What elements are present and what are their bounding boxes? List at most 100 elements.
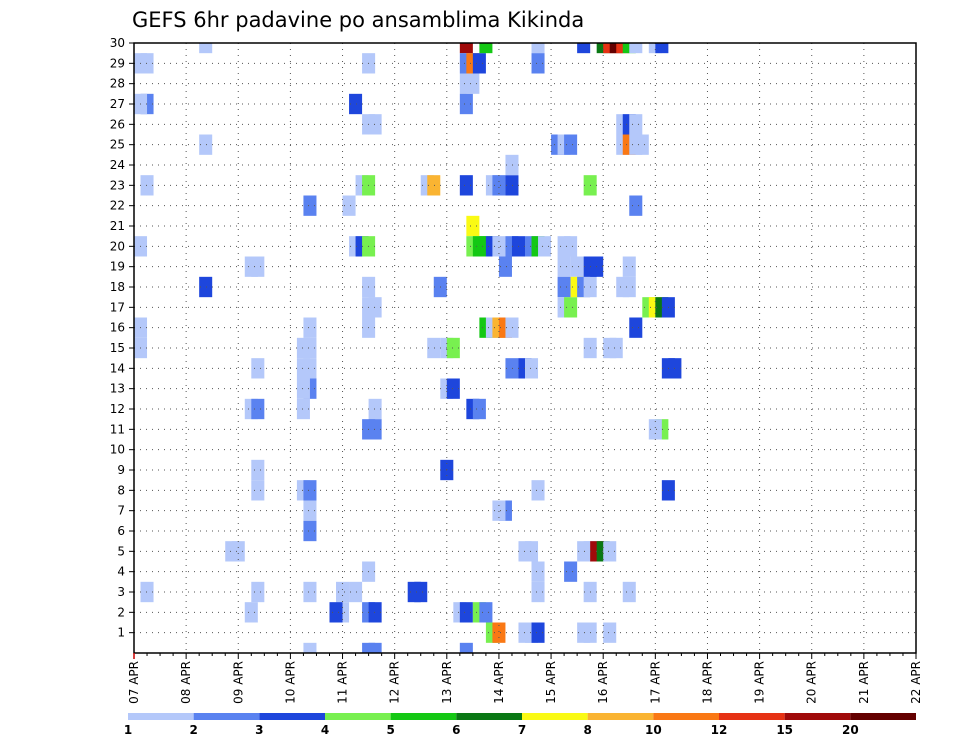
y-tick-label: 20 (110, 239, 125, 253)
heatmap-cell (622, 581, 636, 603)
heatmap-cell (446, 378, 460, 399)
x-tick-label: 15 APR (544, 661, 558, 704)
heatmap-cell (564, 134, 578, 155)
heatmap-cell (531, 53, 545, 74)
chart-title: GEFS 6hr padavine po ansamblima Kikinda (132, 8, 584, 32)
heatmap-cell (622, 256, 636, 277)
heatmap-cell (492, 622, 506, 643)
y-tick-label: 9 (117, 463, 125, 477)
y-axis: 1234567891011121314151617181920212223242… (110, 36, 134, 640)
heatmap-cell (570, 256, 584, 277)
y-tick-label: 10 (110, 443, 125, 457)
colorbar-swatch (784, 713, 851, 720)
x-tick-label: 17 APR (648, 661, 662, 704)
x-tick-label: 16 APR (596, 661, 610, 704)
heatmap-cell (140, 175, 154, 196)
heatmap-cell (472, 53, 486, 74)
heatmap-cell (472, 398, 486, 420)
heatmap-cell (459, 175, 473, 196)
y-tick-label: 7 (117, 504, 125, 518)
y-tick-label: 22 (110, 199, 125, 213)
heatmap-cell (349, 581, 363, 603)
heatmap-cell (231, 541, 245, 562)
colorbar-label: 10 (645, 723, 662, 737)
heatmap-cell (427, 337, 441, 359)
y-tick-label: 14 (110, 361, 125, 375)
colorbar-label: 20 (842, 723, 859, 737)
heatmap-cell (140, 581, 154, 603)
heatmap-cell (531, 480, 545, 501)
x-tick-label: 21 APR (857, 661, 871, 704)
colorbar-swatch (653, 713, 719, 720)
colorbar-swatch (587, 713, 654, 720)
x-tick-label: 12 APR (388, 661, 402, 704)
heatmap-cell (303, 642, 317, 653)
x-tick-label: 07 APR (127, 661, 141, 704)
y-tick-label: 3 (117, 585, 125, 599)
colorbar-label: 2 (189, 723, 197, 737)
colorbar-label: 7 (518, 723, 526, 737)
y-tick-label: 21 (110, 219, 125, 233)
heatmap-cell (635, 134, 649, 155)
y-tick-label: 18 (110, 280, 125, 294)
heatmap-cell (531, 561, 545, 582)
heatmap-cell (603, 622, 617, 643)
heatmap-cell (505, 175, 519, 196)
y-tick-label: 12 (110, 402, 125, 416)
heatmap-cell (655, 43, 669, 54)
heatmap-cell (525, 541, 539, 562)
y-tick-label: 25 (110, 138, 125, 152)
heatmap-cell (303, 480, 317, 501)
y-tick-label: 5 (117, 544, 125, 558)
y-tick-label: 27 (110, 97, 125, 111)
heatmap-cell (303, 500, 317, 521)
heatmap-cell (505, 358, 519, 379)
colorbar-swatch (850, 713, 916, 720)
heatmap-cell (336, 581, 350, 603)
heatmap-cell (199, 43, 213, 54)
heatmap-cell (629, 195, 643, 216)
heatmap-cell (629, 43, 643, 54)
y-tick-label: 15 (110, 341, 125, 355)
y-tick-label: 26 (110, 117, 125, 131)
heatmap-cell (251, 358, 265, 379)
heatmap-cell (479, 43, 493, 54)
heatmap-cell (244, 602, 258, 623)
y-tick-label: 24 (110, 158, 125, 172)
heatmap-cell (479, 602, 493, 623)
x-tick-label: 20 APR (805, 661, 819, 704)
heatmap-cell (492, 236, 506, 257)
colorbar-swatch (719, 713, 785, 720)
colorbar-label: 3 (255, 723, 263, 737)
heatmap-cell (303, 358, 317, 379)
colorbar-swatch (259, 713, 325, 720)
heatmap-cell (466, 215, 480, 237)
x-axis: 07 APR 08 APR 09 APR 10 APR 11 APR 12 APR 13 A… (127, 653, 923, 704)
y-tick-label: 23 (110, 178, 125, 192)
heatmap-cell (368, 114, 382, 135)
heatmap-cell (577, 43, 591, 54)
heatmap-cell (199, 276, 213, 298)
grid-lines (134, 43, 916, 653)
heatmap-cell (459, 43, 473, 54)
colorbar-label: 5 (386, 723, 394, 737)
colorbar-label: 6 (452, 723, 460, 737)
heatmap-cell (349, 93, 363, 115)
heatmap-cell (329, 602, 343, 623)
heatmap-cell (140, 53, 154, 74)
colorbar-label: 1 (124, 723, 132, 737)
heatmap-cell (303, 581, 317, 603)
heatmap-cell (564, 561, 578, 582)
colorbar-swatch (522, 713, 588, 720)
heatmap-cell (251, 398, 265, 420)
y-tick-label: 29 (110, 56, 125, 70)
heatmap-cell (368, 419, 382, 440)
y-tick-label: 16 (110, 321, 125, 335)
x-tick-label: 13 APR (440, 661, 454, 704)
heatmap-cell (459, 642, 473, 653)
heatmap-cell (368, 398, 382, 420)
colorbar-label: 12 (711, 723, 728, 737)
x-tick-label: 09 APR (231, 661, 245, 704)
heatmap-cell (531, 43, 545, 54)
heatmap-cell (303, 317, 317, 338)
